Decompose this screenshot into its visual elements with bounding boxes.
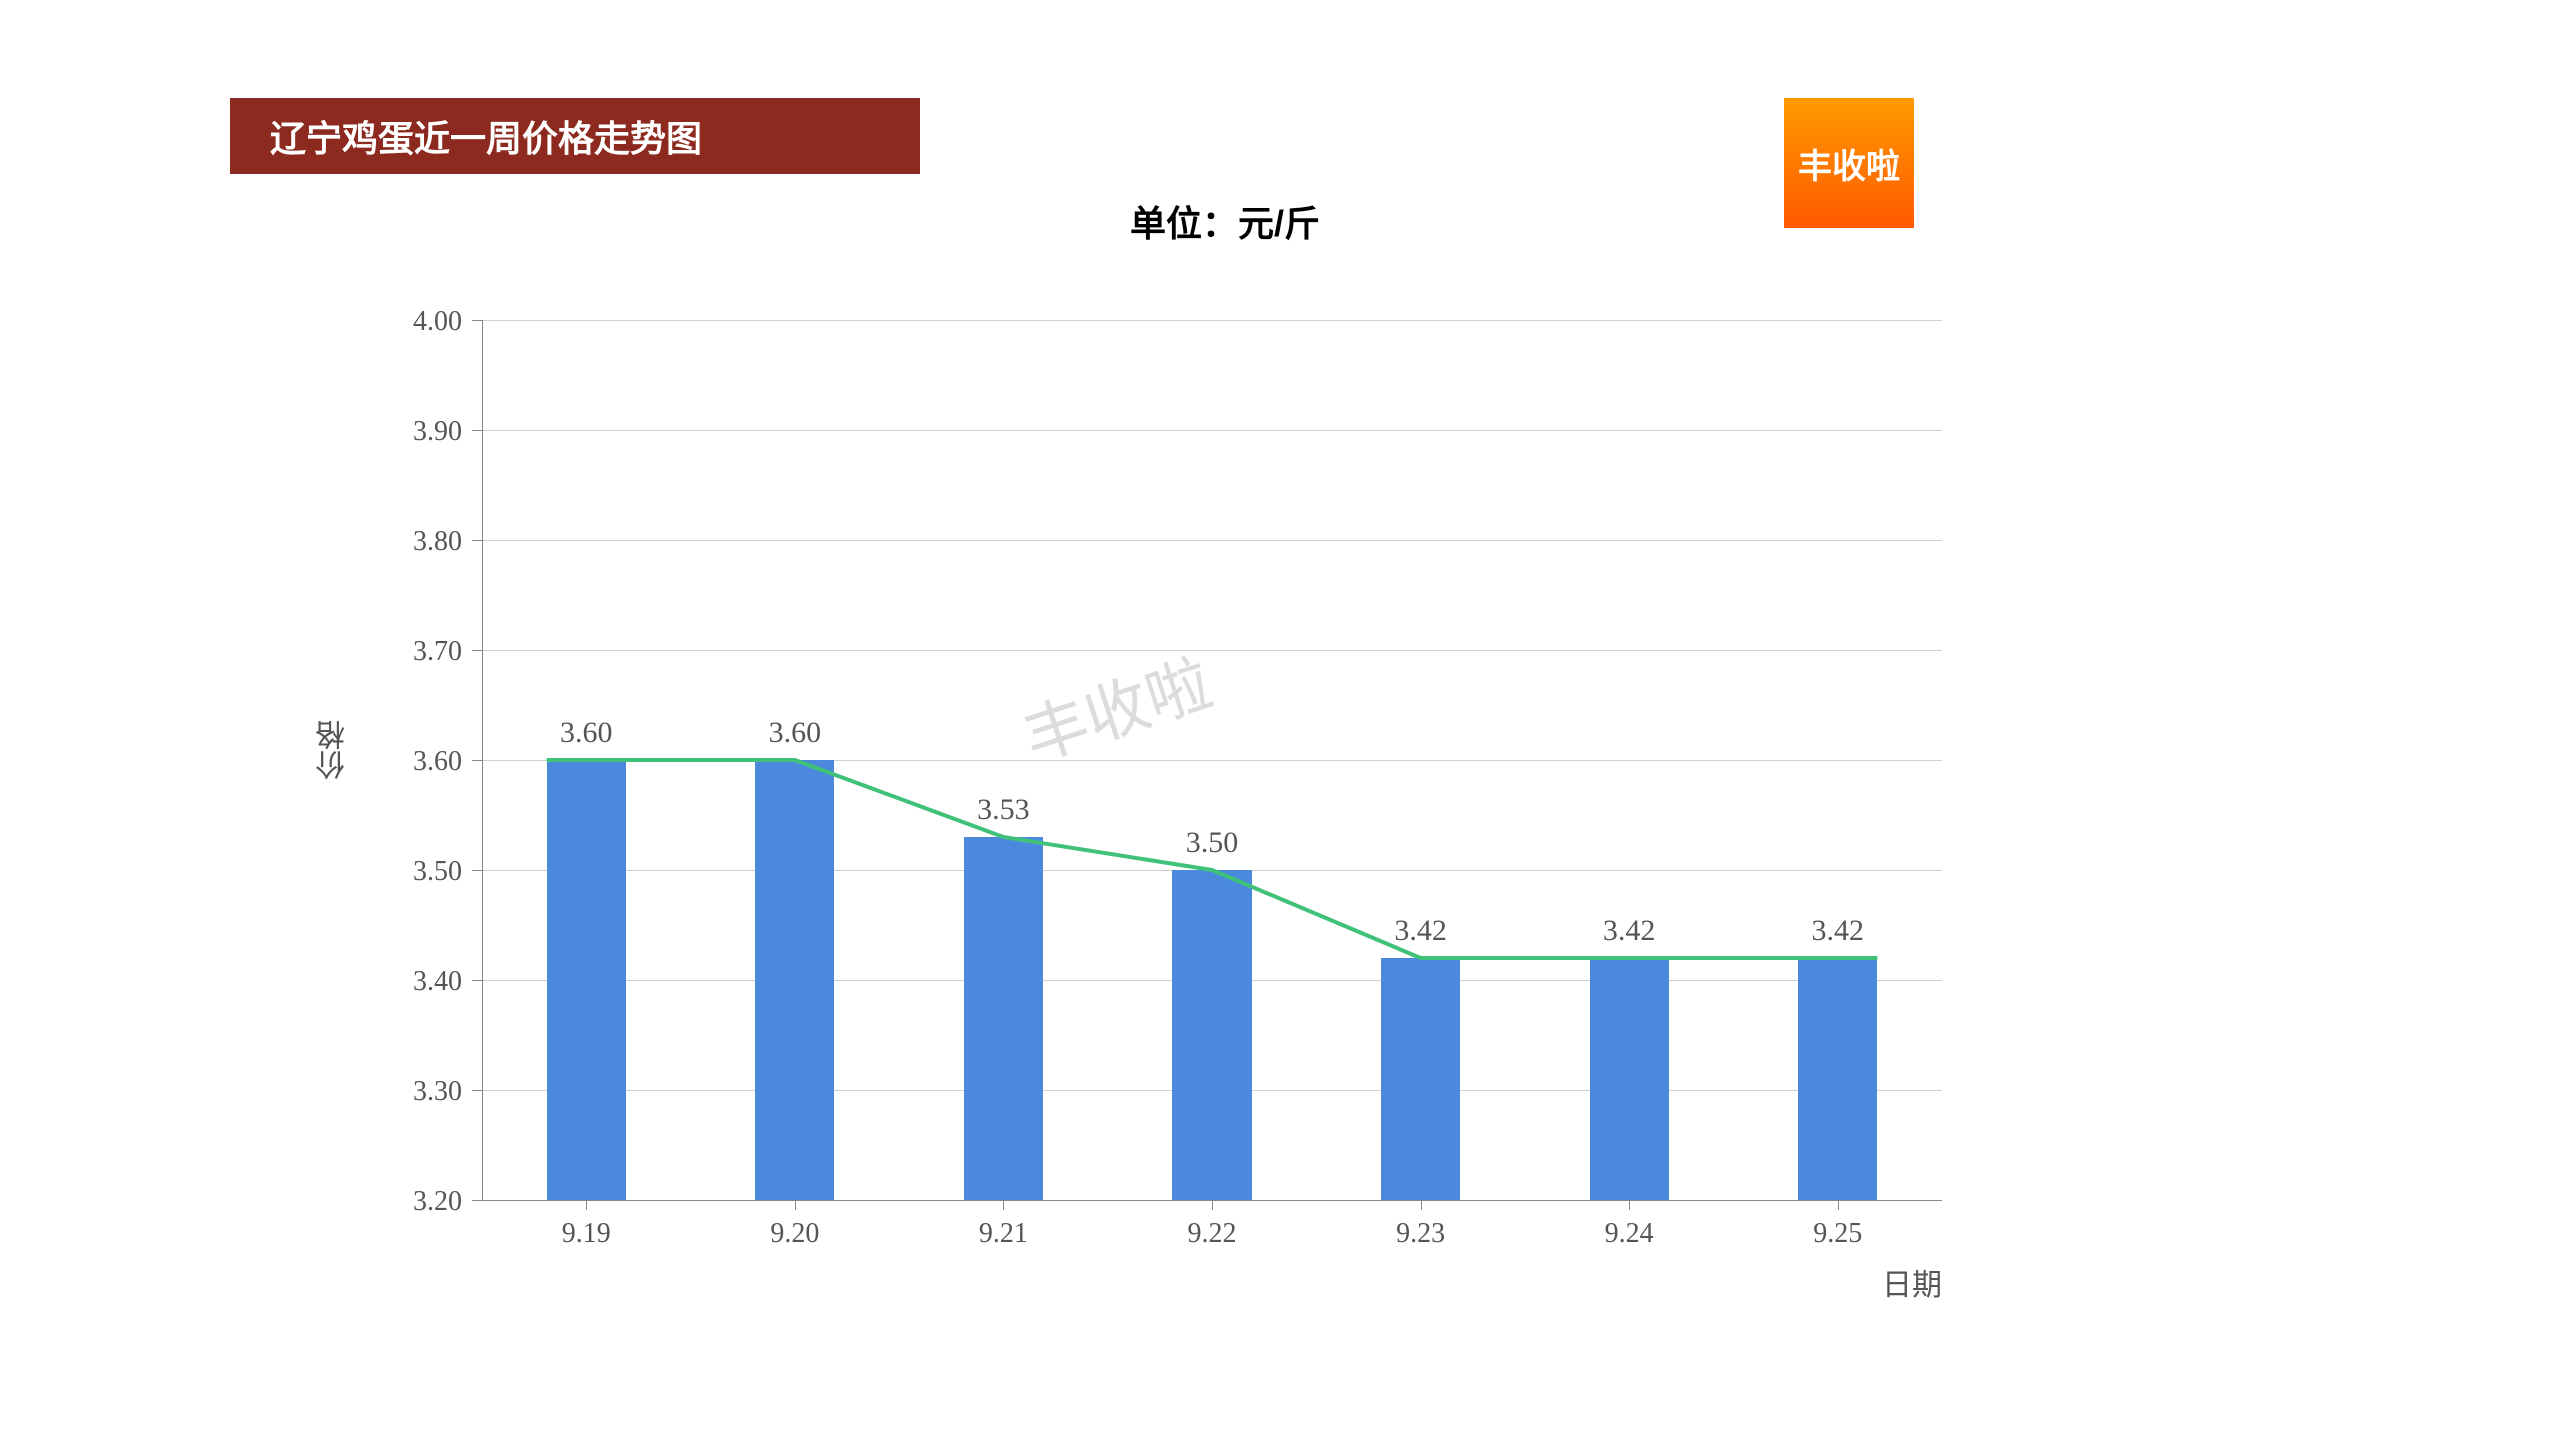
y-tick-label: 3.30 [362, 1076, 462, 1108]
y-axis-title: 价格 [312, 720, 356, 780]
y-tick-mark [472, 540, 482, 541]
x-axis-title: 日期 [1882, 1260, 1942, 1304]
y-tick-label: 3.70 [362, 636, 462, 668]
x-tick-mark [795, 1200, 796, 1210]
x-tick-label: 9.22 [1152, 1218, 1272, 1250]
y-tick-mark [472, 320, 482, 321]
price-chart: 3.203.303.403.503.603.703.803.904.009.19… [482, 320, 1942, 1200]
x-tick-mark [1838, 1200, 1839, 1210]
x-tick-mark [1003, 1200, 1004, 1210]
x-tick-mark [586, 1200, 587, 1210]
y-tick-mark [472, 760, 482, 761]
chart-title-bar: 辽宁鸡蛋近一周价格走势图 [230, 98, 920, 174]
y-tick-label: 4.00 [362, 306, 462, 338]
brand-logo-text: 丰收啦 [1798, 139, 1900, 188]
y-tick-mark [472, 870, 482, 871]
y-tick-label: 3.60 [362, 746, 462, 778]
x-tick-mark [1629, 1200, 1630, 1210]
y-tick-mark [472, 1090, 482, 1091]
brand-logo: 丰收啦 [1784, 98, 1914, 228]
x-tick-label: 9.19 [526, 1218, 646, 1250]
x-tick-label: 9.24 [1569, 1218, 1689, 1250]
y-tick-label: 3.20 [362, 1186, 462, 1218]
y-tick-mark [472, 650, 482, 651]
chart-title: 辽宁鸡蛋近一周价格走势图 [270, 110, 702, 162]
y-tick-mark [472, 1200, 482, 1201]
y-tick-label: 3.80 [362, 526, 462, 558]
x-tick-label: 9.25 [1778, 1218, 1898, 1250]
y-tick-label: 3.50 [362, 856, 462, 888]
x-tick-label: 9.23 [1361, 1218, 1481, 1250]
unit-label: 单位：元/斤 [1130, 195, 1320, 247]
y-tick-label: 3.40 [362, 966, 462, 998]
y-tick-label: 3.90 [362, 416, 462, 448]
trend-line [482, 320, 1942, 1200]
x-tick-mark [1421, 1200, 1422, 1210]
x-tick-label: 9.21 [943, 1218, 1063, 1250]
x-tick-mark [1212, 1200, 1213, 1210]
x-tick-label: 9.20 [735, 1218, 855, 1250]
y-tick-mark [472, 430, 482, 431]
y-tick-mark [472, 980, 482, 981]
